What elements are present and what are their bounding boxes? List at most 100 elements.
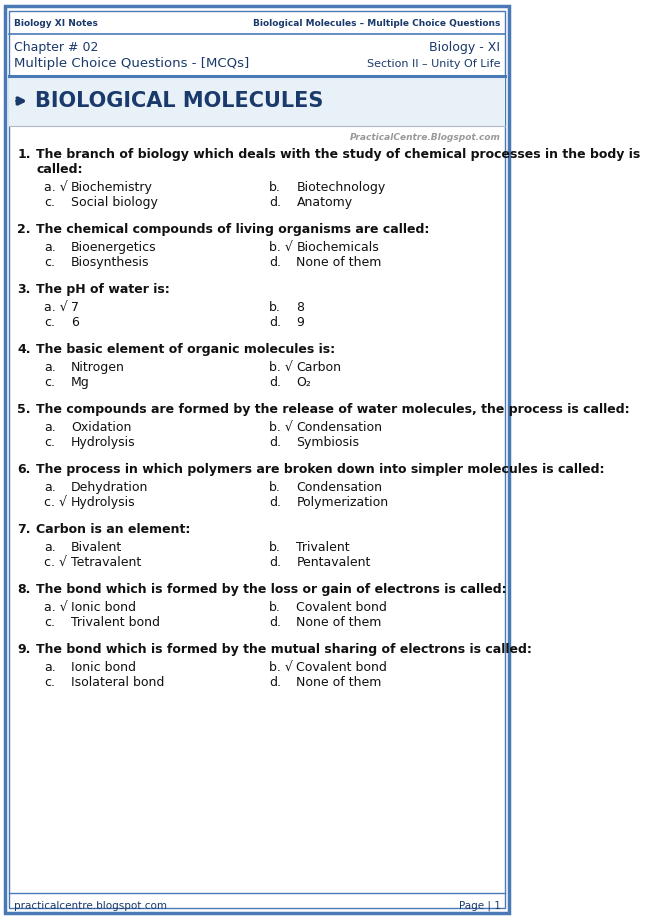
Text: None of them: None of them [296,676,382,689]
Text: a.: a. [44,541,56,554]
Text: d.: d. [269,556,281,569]
Text: Chapter # 02: Chapter # 02 [14,41,99,54]
Text: Carbon is an element:: Carbon is an element: [36,523,190,536]
Text: a. √: a. √ [44,181,68,194]
Text: Biology - XI: Biology - XI [430,41,500,54]
Text: The basic element of organic molecules is:: The basic element of organic molecules i… [36,343,335,356]
Text: Anatomy: Anatomy [296,196,352,209]
Text: Condensation: Condensation [296,481,382,494]
Text: c.: c. [44,376,55,389]
Text: b. √: b. √ [269,241,292,254]
Text: c.: c. [44,436,55,449]
Text: Biochemistry: Biochemistry [71,181,153,194]
Text: Biochemicals: Biochemicals [296,241,379,254]
Text: Mg: Mg [71,376,90,389]
Text: None of them: None of them [296,616,382,629]
Text: Covalent bond: Covalent bond [296,601,387,614]
Text: The bond which is formed by the loss or gain of electrons is called:: The bond which is formed by the loss or … [36,583,507,596]
Text: The compounds are formed by the release of water molecules, the process is calle: The compounds are formed by the release … [36,403,630,416]
Text: 1.: 1. [18,148,31,161]
Text: Multiple Choice Questions - [MCQs]: Multiple Choice Questions - [MCQs] [14,58,250,71]
Text: b. √: b. √ [269,421,292,434]
Text: Polymerization: Polymerization [296,496,389,509]
Text: practicalcentre.blogspot.com: practicalcentre.blogspot.com [14,901,167,911]
Text: d.: d. [269,316,281,329]
Text: Oxidation: Oxidation [71,421,131,434]
Text: c.: c. [44,316,55,329]
Text: 9.: 9. [18,643,31,656]
Text: b. √: b. √ [269,661,292,674]
Text: Hydrolysis: Hydrolysis [71,436,136,449]
Text: Covalent bond: Covalent bond [296,661,387,674]
Text: d.: d. [269,436,281,449]
Text: 6.: 6. [18,463,31,476]
Text: 4.: 4. [18,343,31,356]
Text: a.: a. [44,421,56,434]
Text: Biosynthesis: Biosynthesis [71,256,150,269]
Text: Tetravalent: Tetravalent [71,556,142,569]
Text: a. √: a. √ [44,301,68,314]
Text: None of them: None of them [296,256,382,269]
Text: Bioenergetics: Bioenergetics [71,241,157,254]
Text: a.: a. [44,241,56,254]
Text: 9: 9 [296,316,304,329]
Text: Trivalent: Trivalent [296,541,350,554]
Text: b. √: b. √ [269,361,292,374]
Text: The process in which polymers are broken down into simpler molecules is called:: The process in which polymers are broken… [36,463,605,476]
Text: Section II – Unity Of Life: Section II – Unity Of Life [367,59,500,69]
Text: b.: b. [269,541,281,554]
Text: Symbiosis: Symbiosis [296,436,359,449]
Text: c. √: c. √ [44,496,67,509]
Text: Isolateral bond: Isolateral bond [71,676,164,689]
Text: Trivalent bond: Trivalent bond [71,616,160,629]
Text: c.: c. [44,196,55,209]
Text: Condensation: Condensation [296,421,382,434]
Text: b.: b. [269,601,281,614]
Text: Nitrogen: Nitrogen [71,361,125,374]
Text: Social biology: Social biology [71,196,158,209]
Text: 6: 6 [71,316,79,329]
Text: d.: d. [269,196,281,209]
Text: a.: a. [44,481,56,494]
Text: O₂: O₂ [296,376,311,389]
Text: 7: 7 [71,301,79,314]
Text: Carbon: Carbon [296,361,341,374]
Text: 3.: 3. [18,283,31,296]
Text: c.: c. [44,676,55,689]
Text: PracticalCentre.Blogspot.com: PracticalCentre.Blogspot.com [350,132,500,142]
Text: 8.: 8. [18,583,31,596]
Text: 5.: 5. [18,403,31,416]
Text: 7.: 7. [18,523,31,536]
Text: The bond which is formed by the mutual sharing of electrons is called:: The bond which is formed by the mutual s… [36,643,532,656]
Text: BIOLOGICAL MOLECULES: BIOLOGICAL MOLECULES [35,91,323,111]
Text: 8: 8 [296,301,304,314]
Text: Pentavalent: Pentavalent [296,556,371,569]
Text: Biological Molecules – Multiple Choice Questions: Biological Molecules – Multiple Choice Q… [253,19,500,28]
Text: d.: d. [269,256,281,269]
Text: Page | 1: Page | 1 [458,901,501,912]
Text: a. √: a. √ [44,601,68,614]
Text: Dehydration: Dehydration [71,481,148,494]
Text: d.: d. [269,376,281,389]
Text: b.: b. [269,481,281,494]
Text: b.: b. [269,181,281,194]
Text: Bivalent: Bivalent [71,541,122,554]
Text: Ionic bond: Ionic bond [71,601,136,614]
Text: called:: called: [36,163,83,176]
Text: 2.: 2. [18,223,31,236]
Text: c. √: c. √ [44,556,67,569]
Text: Ionic bond: Ionic bond [71,661,136,674]
Text: Biology XI Notes: Biology XI Notes [14,19,98,28]
Text: The branch of biology which deals with the study of chemical processes in the bo: The branch of biology which deals with t… [36,148,641,161]
Bar [8,76,505,126]
Text: c.: c. [44,256,55,269]
Text: b.: b. [269,301,281,314]
Text: Biotechnology: Biotechnology [296,181,385,194]
Text: c.: c. [44,616,55,629]
Text: The chemical compounds of living organisms are called:: The chemical compounds of living organis… [36,223,430,236]
Text: a.: a. [44,661,56,674]
Text: a.: a. [44,361,56,374]
Text: d.: d. [269,496,281,509]
Text: d.: d. [269,616,281,629]
Text: Hydrolysis: Hydrolysis [71,496,136,509]
